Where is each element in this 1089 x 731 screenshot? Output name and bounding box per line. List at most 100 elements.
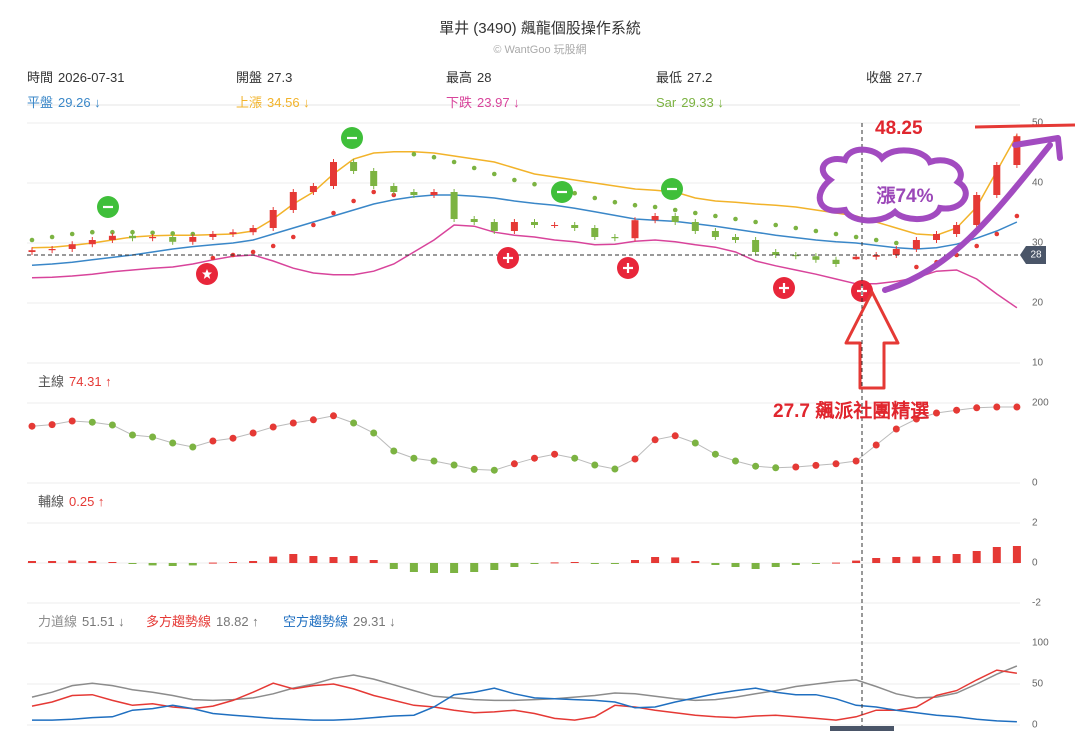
chart-title: 單井 (3490) 飆龍個股操作系統 xyxy=(439,20,641,37)
legend-readout: 18.82 ↑ xyxy=(216,614,259,629)
bar xyxy=(510,563,519,567)
candle-body xyxy=(490,222,498,231)
candle-body xyxy=(953,225,961,234)
sar-dot xyxy=(773,222,778,228)
y-tick-label: 0 xyxy=(1032,720,1038,731)
sar-dot xyxy=(592,195,598,201)
bar xyxy=(68,560,77,563)
bar xyxy=(48,561,57,563)
y-tick-label: 0 xyxy=(1032,558,1038,569)
bar xyxy=(590,563,599,564)
dot xyxy=(490,466,498,474)
sar-dot xyxy=(371,189,377,195)
y-tick-label: 40 xyxy=(1032,178,1044,189)
dot xyxy=(450,461,458,469)
candle-body xyxy=(531,222,538,225)
bar xyxy=(711,563,720,565)
bar xyxy=(832,562,840,564)
candle-body xyxy=(852,256,860,260)
sar-dot xyxy=(612,199,618,205)
bar xyxy=(450,563,459,573)
legend-readout: 29.31 ↓ xyxy=(353,614,396,629)
dot xyxy=(732,457,739,465)
sar-dot xyxy=(672,207,678,213)
dot xyxy=(370,429,378,437)
sar-dot xyxy=(652,204,658,210)
candle-body xyxy=(812,256,820,260)
sar-dot xyxy=(873,237,879,243)
info-item: 收盤 27.7 xyxy=(866,70,922,85)
bar xyxy=(88,561,97,563)
legend-readout: 29.33 ↓ xyxy=(681,95,724,110)
bar xyxy=(731,563,740,567)
candle-body xyxy=(309,186,317,192)
candle-body xyxy=(671,216,679,222)
dot xyxy=(892,425,900,433)
dot xyxy=(691,439,699,447)
candle-body xyxy=(430,192,438,195)
dot xyxy=(832,460,840,468)
dot xyxy=(390,447,398,455)
y-tick-label: 30 xyxy=(1032,238,1044,249)
bar xyxy=(208,562,217,564)
dot xyxy=(249,429,257,437)
candle-body xyxy=(772,252,780,255)
dot xyxy=(470,465,478,473)
arrow-curve xyxy=(882,142,1053,293)
dot xyxy=(229,434,237,442)
dot xyxy=(973,404,981,412)
bar xyxy=(430,563,438,573)
y-tick-label: 0 xyxy=(1032,478,1038,489)
bar xyxy=(168,563,177,566)
bar xyxy=(811,563,820,564)
bar xyxy=(329,557,338,563)
bar xyxy=(369,560,378,563)
bar xyxy=(771,563,780,567)
sar-dot xyxy=(733,216,738,222)
price-tag xyxy=(1020,246,1046,264)
candle-body xyxy=(370,171,378,186)
cursor-tag xyxy=(830,726,894,731)
sar-dot xyxy=(451,159,457,165)
legend-readout: 0.25 ↑ xyxy=(69,494,104,509)
candle-body xyxy=(752,240,760,252)
dot xyxy=(752,462,760,470)
candle-body xyxy=(510,222,518,231)
legend-name: 輔線 xyxy=(38,494,64,509)
annotation: 27.7 飆派社團精選 xyxy=(773,399,929,422)
dot xyxy=(510,460,518,468)
sar-dot xyxy=(130,229,135,235)
sar-dot xyxy=(793,225,799,231)
sar-dot xyxy=(693,210,698,216)
candle-body xyxy=(149,237,157,239)
candle-body xyxy=(711,231,719,237)
legend-name: 力道線 xyxy=(38,614,77,629)
bar xyxy=(691,561,700,563)
legend-item: Sar 29.33 ↓ xyxy=(656,95,724,110)
legend-readout: 34.56 ↓ xyxy=(267,95,310,110)
dot xyxy=(209,437,217,445)
info-item: 最高 28 xyxy=(446,70,491,85)
sar-dot xyxy=(914,264,919,270)
candle-body xyxy=(832,259,840,264)
bar xyxy=(188,563,197,566)
bar xyxy=(872,558,881,563)
bar xyxy=(409,563,418,572)
dot xyxy=(711,450,719,458)
bar xyxy=(28,561,36,563)
candle-body xyxy=(390,186,398,192)
sar-dot xyxy=(471,165,477,171)
y-tick-label: -2 xyxy=(1032,598,1041,609)
sar-dot xyxy=(813,228,819,234)
candle-body xyxy=(350,162,358,171)
sar-dot xyxy=(894,240,899,246)
candle-body xyxy=(249,228,257,233)
dot xyxy=(872,441,880,449)
y-tick-label: 100 xyxy=(1032,638,1049,649)
bar xyxy=(1012,546,1021,563)
sar-dot xyxy=(29,237,35,243)
bar xyxy=(389,563,398,569)
candle-body xyxy=(732,237,739,240)
